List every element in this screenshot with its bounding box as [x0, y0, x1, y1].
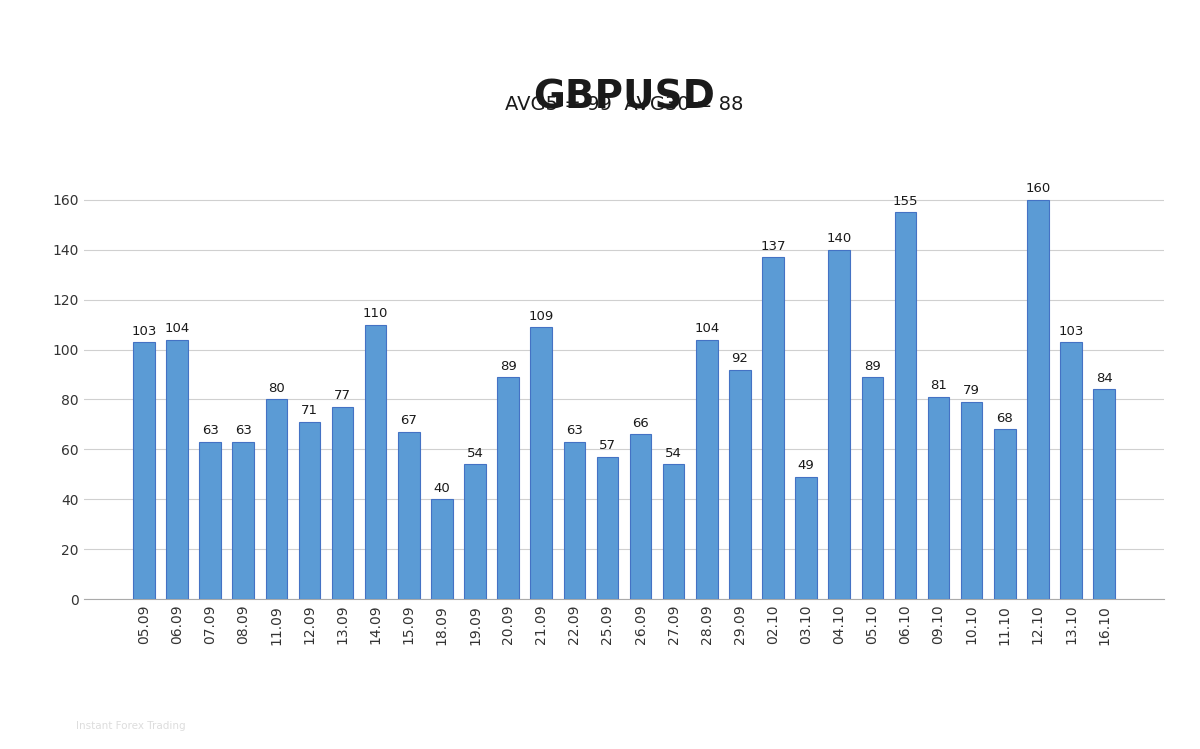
Bar	[431, 500, 452, 599]
Bar	[828, 249, 850, 599]
Bar	[530, 327, 552, 599]
Text: 84: 84	[1096, 372, 1112, 385]
Text: 140: 140	[827, 232, 852, 245]
Text: Instant Forex Trading: Instant Forex Trading	[76, 721, 185, 731]
Bar	[730, 369, 751, 599]
Text: AVG5 = 99  AVG30 = 88: AVG5 = 99 AVG30 = 88	[505, 95, 743, 115]
Text: 49: 49	[798, 459, 815, 473]
Bar	[630, 434, 652, 599]
Text: 89: 89	[864, 360, 881, 372]
Text: 80: 80	[268, 382, 284, 395]
Text: ⚙: ⚙	[17, 699, 40, 723]
Bar	[762, 257, 784, 599]
Bar	[796, 477, 817, 599]
Bar	[1061, 342, 1081, 599]
Text: 104: 104	[694, 322, 720, 335]
Text: 89: 89	[499, 360, 516, 372]
Bar	[564, 442, 586, 599]
Text: 137: 137	[761, 240, 786, 252]
Title: GBPUSD: GBPUSD	[533, 78, 715, 116]
Bar	[199, 442, 221, 599]
Text: 92: 92	[732, 352, 749, 365]
Bar	[497, 377, 518, 599]
Bar	[928, 397, 949, 599]
Bar	[233, 442, 254, 599]
Text: 67: 67	[401, 414, 418, 428]
Text: 40: 40	[433, 482, 450, 495]
Bar	[331, 407, 353, 599]
Text: 63: 63	[202, 425, 218, 437]
Text: 160: 160	[1025, 182, 1050, 195]
Text: 68: 68	[996, 412, 1013, 425]
Bar	[167, 339, 187, 599]
Text: 54: 54	[467, 447, 484, 460]
Text: instaforex: instaforex	[85, 696, 175, 714]
Bar	[398, 432, 420, 599]
Text: 81: 81	[930, 380, 947, 392]
Text: ⛹: ⛹	[43, 703, 54, 722]
Bar	[1027, 200, 1049, 599]
Text: 66: 66	[632, 417, 649, 430]
Text: 71: 71	[301, 404, 318, 417]
Text: 57: 57	[599, 440, 616, 452]
Bar	[895, 212, 917, 599]
Text: 63: 63	[566, 425, 583, 437]
Text: 63: 63	[235, 425, 252, 437]
Text: 155: 155	[893, 195, 918, 207]
Bar	[464, 464, 486, 599]
Text: 77: 77	[334, 389, 352, 402]
Text: 54: 54	[665, 447, 682, 460]
Text: 104: 104	[164, 322, 190, 335]
Bar	[1093, 389, 1115, 599]
Bar	[696, 339, 718, 599]
Bar	[133, 342, 155, 599]
Text: 103: 103	[1058, 324, 1084, 338]
Text: 109: 109	[528, 309, 554, 323]
Text: 103: 103	[131, 324, 156, 338]
Bar	[994, 429, 1015, 599]
Text: 110: 110	[362, 307, 389, 320]
Bar	[862, 377, 883, 599]
Bar	[961, 402, 983, 599]
Bar	[299, 422, 320, 599]
Bar	[596, 457, 618, 599]
Text: 79: 79	[964, 384, 980, 398]
Bar	[662, 464, 684, 599]
Bar	[265, 399, 287, 599]
Bar	[365, 324, 386, 599]
